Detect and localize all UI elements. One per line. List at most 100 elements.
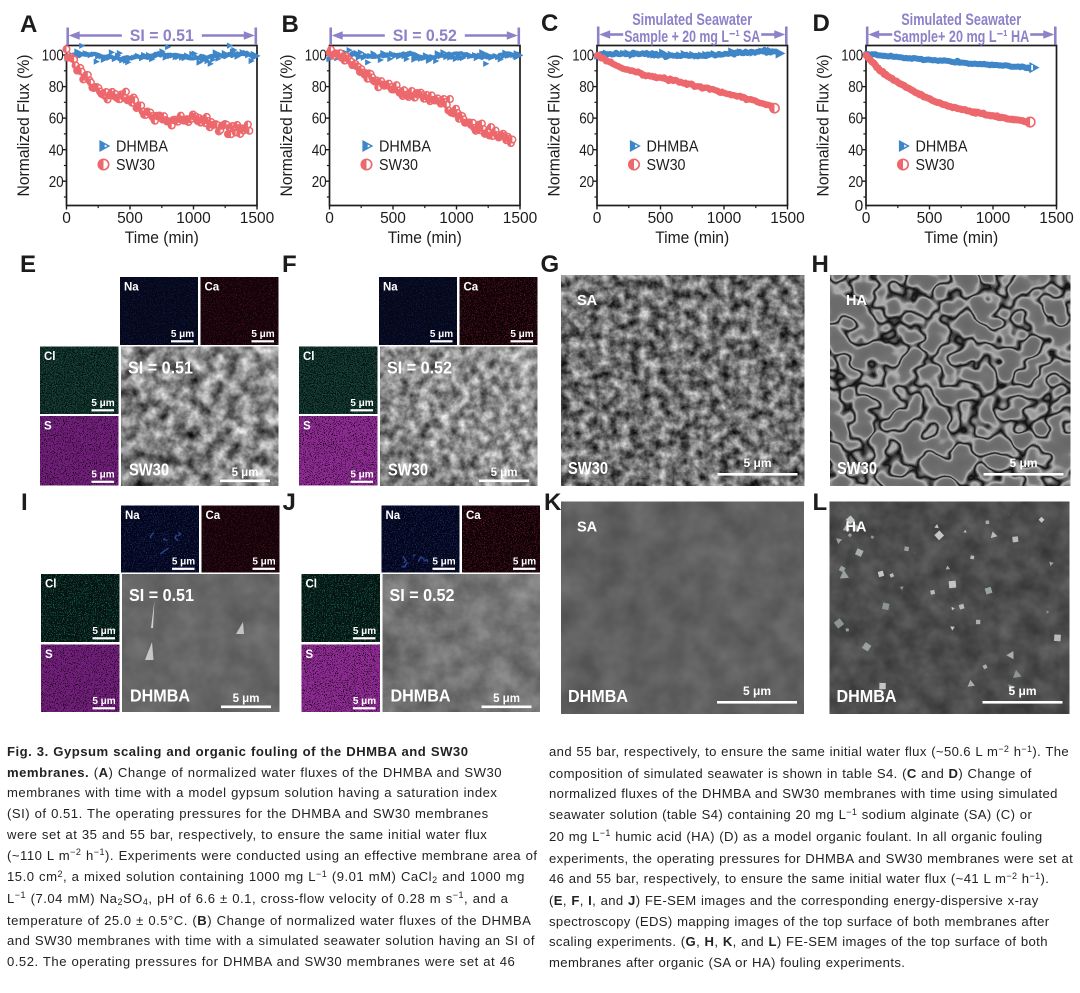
svg-text:DHMBA: DHMBA bbox=[391, 686, 451, 706]
svg-text:Time (min): Time (min) bbox=[655, 229, 729, 247]
svg-text:1500: 1500 bbox=[770, 210, 805, 227]
svg-text:SI = 0.52: SI = 0.52 bbox=[387, 358, 452, 378]
svg-text:Normalized Flux (%): Normalized Flux (%) bbox=[277, 55, 296, 197]
svg-text:40: 40 bbox=[848, 142, 863, 159]
svg-text:DHMBA: DHMBA bbox=[116, 139, 169, 156]
svg-text:DHMBA: DHMBA bbox=[837, 686, 897, 706]
svg-text:500: 500 bbox=[648, 210, 674, 227]
svg-text:5 μm: 5 μm bbox=[172, 557, 195, 568]
svg-text:500: 500 bbox=[117, 210, 143, 227]
svg-text:C: C bbox=[541, 10, 558, 37]
svg-text:Na: Na bbox=[125, 510, 140, 522]
svg-text:20: 20 bbox=[848, 174, 863, 191]
svg-text:H: H bbox=[812, 251, 829, 278]
svg-text:Cl: Cl bbox=[303, 351, 315, 363]
svg-text:E: E bbox=[20, 251, 36, 278]
svg-text:SW30: SW30 bbox=[116, 157, 155, 174]
svg-text:SW30: SW30 bbox=[388, 460, 428, 480]
svg-text:40: 40 bbox=[312, 142, 327, 159]
svg-text:F: F bbox=[282, 251, 297, 278]
svg-text:100: 100 bbox=[305, 48, 327, 65]
svg-text:5 μm: 5 μm bbox=[350, 398, 373, 409]
svg-text:G: G bbox=[541, 251, 560, 278]
svg-text:HA: HA bbox=[846, 520, 867, 536]
svg-text:1000: 1000 bbox=[176, 210, 211, 227]
svg-text:0: 0 bbox=[62, 210, 71, 227]
svg-text:5 μm: 5 μm bbox=[91, 398, 114, 409]
svg-text:L: L bbox=[813, 489, 828, 516]
svg-text:40: 40 bbox=[49, 142, 64, 159]
svg-text:60: 60 bbox=[312, 111, 327, 128]
svg-text:Normalized Flux (%): Normalized Flux (%) bbox=[545, 55, 564, 197]
svg-text:Time (min): Time (min) bbox=[388, 229, 462, 247]
svg-text:500: 500 bbox=[917, 210, 943, 227]
svg-text:Ca: Ca bbox=[466, 510, 481, 522]
svg-text:SI = 0.52: SI = 0.52 bbox=[393, 27, 457, 45]
svg-text:S: S bbox=[306, 649, 314, 661]
svg-text:Na: Na bbox=[383, 282, 398, 294]
svg-text:80: 80 bbox=[312, 79, 327, 96]
svg-text:Sample + 20 mg L⁻¹ SA: Sample + 20 mg L⁻¹ SA bbox=[624, 28, 760, 46]
svg-text:K: K bbox=[544, 489, 562, 516]
svg-text:SA: SA bbox=[577, 293, 598, 309]
svg-text:A: A bbox=[20, 11, 37, 38]
svg-text:0: 0 bbox=[855, 198, 864, 215]
svg-text:60: 60 bbox=[848, 111, 863, 128]
svg-text:S: S bbox=[303, 421, 311, 433]
svg-text:60: 60 bbox=[49, 111, 64, 128]
svg-text:Time (min): Time (min) bbox=[924, 229, 998, 247]
svg-text:5 μm: 5 μm bbox=[1009, 456, 1037, 470]
svg-text:SW30: SW30 bbox=[837, 458, 877, 478]
svg-text:DHMBA: DHMBA bbox=[647, 139, 700, 156]
svg-text:Cl: Cl bbox=[44, 351, 56, 363]
svg-text:5 μm: 5 μm bbox=[233, 693, 260, 705]
svg-text:DHMBA: DHMBA bbox=[130, 686, 190, 706]
svg-text:Normalized Flux (%): Normalized Flux (%) bbox=[814, 55, 833, 197]
svg-text:SI = 0.51: SI = 0.51 bbox=[130, 27, 194, 45]
svg-text:5 μm: 5 μm bbox=[491, 467, 518, 479]
svg-text:1500: 1500 bbox=[1039, 210, 1074, 227]
svg-text:20: 20 bbox=[49, 174, 64, 191]
svg-text:B: B bbox=[282, 11, 299, 38]
svg-text:5 μm: 5 μm bbox=[353, 626, 376, 637]
svg-text:5 μm: 5 μm bbox=[92, 696, 115, 707]
svg-text:500: 500 bbox=[380, 210, 406, 227]
svg-text:SI = 0.51: SI = 0.51 bbox=[128, 358, 193, 378]
svg-text:SW30: SW30 bbox=[129, 460, 169, 480]
svg-text:5 μm: 5 μm bbox=[353, 696, 376, 707]
svg-text:Ca: Ca bbox=[206, 510, 221, 522]
svg-text:SW30: SW30 bbox=[568, 458, 608, 478]
svg-text:5 μm: 5 μm bbox=[251, 329, 274, 340]
svg-text:1500: 1500 bbox=[503, 210, 538, 227]
svg-text:HA: HA bbox=[846, 293, 867, 309]
svg-text:5 μm: 5 μm bbox=[432, 557, 455, 568]
svg-text:Cl: Cl bbox=[306, 579, 318, 591]
svg-text:SW30: SW30 bbox=[916, 157, 955, 174]
svg-text:5 μm: 5 μm bbox=[493, 693, 520, 705]
svg-text:0: 0 bbox=[325, 210, 334, 227]
svg-text:5 μm: 5 μm bbox=[513, 557, 536, 568]
svg-text:D: D bbox=[813, 10, 830, 37]
svg-text:80: 80 bbox=[49, 79, 64, 96]
svg-text:S: S bbox=[44, 421, 52, 433]
svg-text:1000: 1000 bbox=[976, 210, 1011, 227]
svg-text:20: 20 bbox=[312, 174, 327, 191]
svg-text:Cl: Cl bbox=[45, 579, 57, 591]
svg-text:Simulated Seawater: Simulated Seawater bbox=[632, 11, 752, 29]
svg-text:SI = 0.52: SI = 0.52 bbox=[390, 585, 455, 605]
svg-text:SI = 0.51: SI = 0.51 bbox=[129, 585, 194, 605]
svg-text:100: 100 bbox=[841, 48, 863, 65]
svg-text:5 μm: 5 μm bbox=[510, 329, 533, 340]
svg-text:60: 60 bbox=[579, 111, 594, 128]
svg-text:I: I bbox=[21, 489, 28, 516]
svg-text:5 μm: 5 μm bbox=[1008, 684, 1036, 698]
svg-text:5 μm: 5 μm bbox=[430, 329, 453, 340]
svg-text:Ca: Ca bbox=[205, 282, 220, 294]
svg-text:5 μm: 5 μm bbox=[743, 684, 771, 698]
svg-text:Na: Na bbox=[386, 510, 401, 522]
svg-text:40: 40 bbox=[579, 142, 594, 159]
svg-text:SA: SA bbox=[577, 520, 598, 536]
svg-text:Sample+ 20 mg L⁻¹ HA: Sample+ 20 mg L⁻¹ HA bbox=[893, 28, 1029, 46]
svg-text:5 μm: 5 μm bbox=[91, 470, 114, 481]
svg-text:5 μm: 5 μm bbox=[743, 456, 771, 470]
